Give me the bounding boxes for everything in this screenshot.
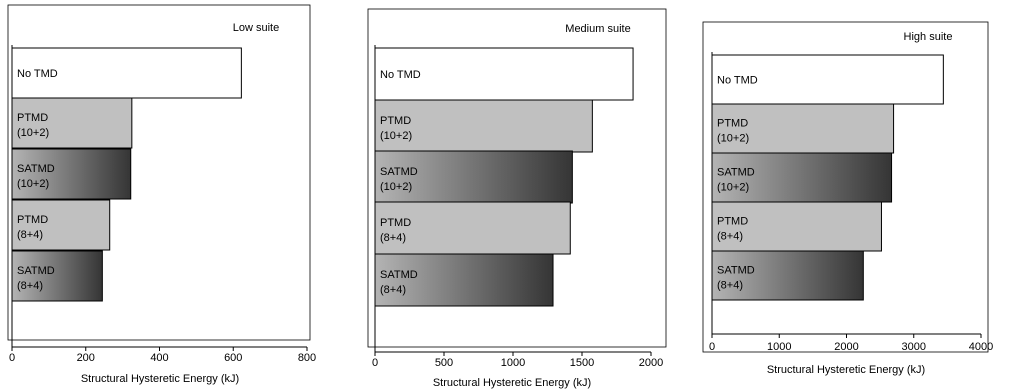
x-tick-label: 1500 — [570, 357, 594, 369]
category-label: No TMD — [717, 75, 758, 87]
bar — [374, 201, 571, 255]
chart-title: Medium suite — [565, 23, 630, 35]
bar — [711, 201, 882, 252]
category-label-line2: (10+2) — [717, 182, 749, 194]
x-tick-label: 0 — [709, 341, 715, 353]
chart-panel-2: No TMD PTMD (10+2) SATMD (10+2) PTMD (8+4) SATM… — [367, 8, 667, 389]
bar — [711, 54, 944, 105]
chart-title: High suite — [904, 31, 953, 43]
bar — [374, 253, 554, 307]
x-tick-label: 2000 — [834, 341, 858, 353]
x-tick-label: 0 — [9, 352, 15, 364]
category-label: PTMD — [380, 217, 411, 229]
x-axis-label: Structural Hysteretic Energy (kJ) — [433, 377, 591, 389]
x-axis-label: Structural Hysteretic Energy (kJ) — [81, 373, 239, 385]
x-tick-label: 2000 — [639, 357, 663, 369]
bar — [711, 250, 864, 301]
category-label: SATMD — [17, 265, 55, 277]
chart-frame — [367, 8, 667, 348]
x-axis-label: Structural Hysteretic Energy (kJ) — [767, 364, 925, 376]
category-label-line2: (8+4) — [380, 284, 406, 296]
category-label: SATMD — [717, 167, 755, 179]
chart-frame — [7, 4, 311, 341]
category-label-line2: (10+2) — [17, 127, 49, 139]
category-label-line2: (10+2) — [17, 178, 49, 190]
category-label: No TMD — [380, 69, 421, 81]
x-tick-label: 400 — [150, 352, 168, 364]
category-label-line2: (8+4) — [717, 231, 743, 243]
category-label: SATMD — [380, 269, 418, 281]
x-tick-label: 500 — [435, 357, 453, 369]
bar — [374, 47, 634, 101]
category-label-line2: (8+4) — [17, 229, 43, 241]
category-label: SATMD — [17, 163, 55, 175]
x-tick-label: 200 — [77, 352, 95, 364]
category-label: No TMD — [17, 68, 58, 80]
x-tick-label: 600 — [224, 352, 242, 364]
category-label: PTMD — [380, 115, 411, 127]
category-label-line2: (10+2) — [380, 181, 412, 193]
x-tick-label: 800 — [298, 352, 316, 364]
bar — [711, 103, 895, 154]
x-tick-label: 1000 — [767, 341, 791, 353]
x-tick-label: 3000 — [902, 341, 926, 353]
x-tick-label: 0 — [372, 357, 378, 369]
chart-panel-1: No TMD PTMD (10+2) SATMD (10+2) PTMD (8+4) SATM… — [7, 4, 316, 385]
bar — [11, 148, 132, 200]
bar — [711, 152, 893, 203]
chart-panel-3: No TMD PTMD (10+2) SATMD (10+2) PTMD (8+4) SATM… — [702, 21, 993, 376]
category-label-line2: (8+4) — [380, 232, 406, 244]
category-label-line2: (8+4) — [17, 280, 43, 292]
bar — [374, 150, 573, 204]
category-label: PTMD — [17, 112, 48, 124]
category-label-line2: (8+4) — [717, 280, 743, 292]
category-label: SATMD — [717, 265, 755, 277]
x-tick-label: 4000 — [969, 341, 993, 353]
category-label-line2: (10+2) — [717, 133, 749, 145]
category-label: PTMD — [717, 118, 748, 130]
category-label: PTMD — [717, 216, 748, 228]
category-label: PTMD — [17, 214, 48, 226]
x-tick-label: 1000 — [501, 357, 525, 369]
bar — [11, 97, 133, 149]
category-label: SATMD — [380, 166, 418, 178]
chart-frame — [702, 21, 989, 353]
chart-title: Low suite — [233, 22, 279, 34]
category-label-line2: (10+2) — [380, 130, 412, 142]
